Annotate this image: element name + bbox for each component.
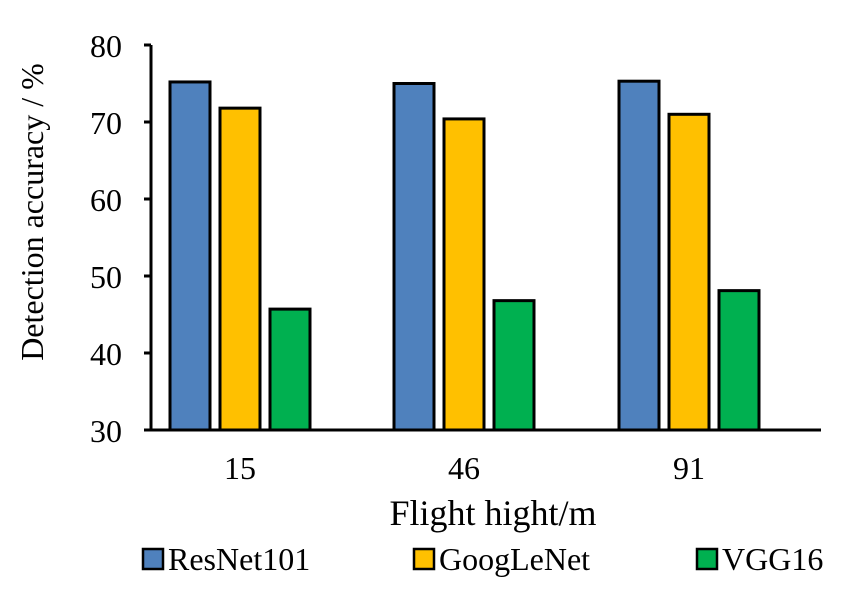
legend-swatch-resnet101 xyxy=(141,547,165,571)
bar-googlenet-46 xyxy=(442,117,486,432)
y-tick-label: 30 xyxy=(90,413,122,449)
bar-vgg16-15 xyxy=(268,307,312,432)
bar-resnet101-15 xyxy=(168,80,212,432)
bar-resnet101-91 xyxy=(617,79,661,432)
bar-resnet101-46 xyxy=(392,82,436,432)
x-tick-label: 46 xyxy=(448,450,480,486)
y-tick-label: 60 xyxy=(90,182,122,218)
legend-swatch-googlenet xyxy=(412,547,436,571)
bar-vgg16-91 xyxy=(717,289,761,432)
bars-layer xyxy=(168,79,761,432)
x-axis-title: Flight hight/m xyxy=(389,493,596,533)
y-axis-title: Detection accuracy / % xyxy=(14,63,50,361)
axes-layer xyxy=(149,45,821,432)
y-tick-label: 80 xyxy=(90,28,122,64)
bar-googlenet-91 xyxy=(667,112,711,432)
x-tick-label: 15 xyxy=(224,450,256,486)
legend-label-resnet101: ResNet101 xyxy=(168,541,310,577)
y-tick-label: 70 xyxy=(90,105,122,141)
bar-googlenet-15 xyxy=(218,106,262,432)
y-ticks: 30 40 50 60 70 80 xyxy=(90,28,151,449)
x-tick-label: 91 xyxy=(673,450,705,486)
legend: ResNet101 GoogLeNet VGG16 xyxy=(141,541,823,577)
y-tick-label: 40 xyxy=(90,336,122,372)
x-ticks: 15 46 91 xyxy=(224,450,705,486)
bar-vgg16-46 xyxy=(492,299,536,432)
legend-label-googlenet: GoogLeNet xyxy=(439,541,590,577)
legend-label-vgg16: VGG16 xyxy=(722,541,823,577)
legend-swatch-vgg16 xyxy=(695,547,719,571)
y-tick-label: 50 xyxy=(90,259,122,295)
